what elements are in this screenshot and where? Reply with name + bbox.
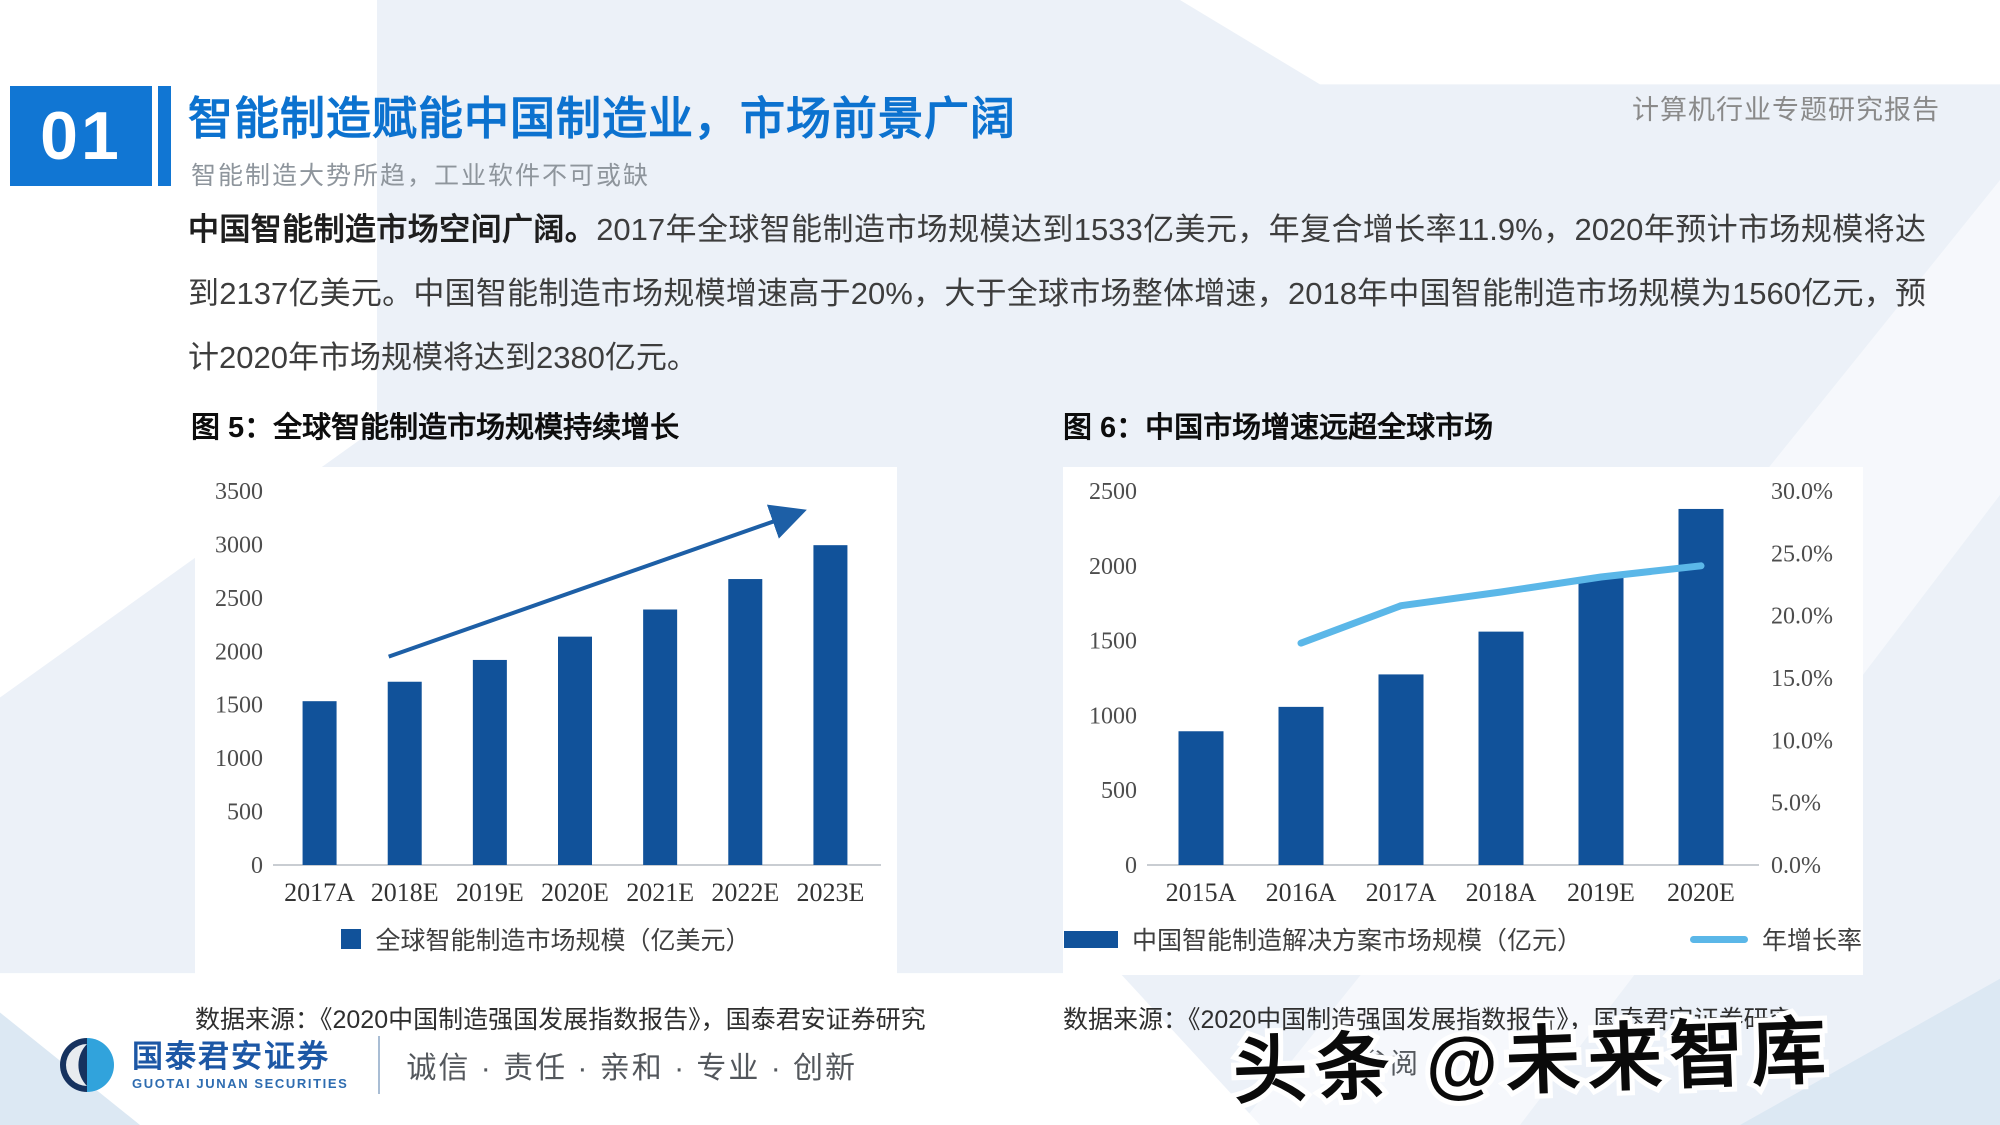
figure5-title: 图 5：全球智能制造市场规模持续增长	[191, 412, 680, 444]
legend-label: 全球智能制造市场规模（亿美元）	[375, 928, 751, 955]
figure6-panel: 0 500 1000 1500 2000 2500 0.0% 5.0% 10.0% 15.0% 20…	[1063, 467, 1863, 975]
brand-name-cn: 国泰君安证券	[132, 1038, 330, 1074]
legend-bar-swatch	[341, 929, 362, 949]
svg-text:2020E: 2020E	[1667, 878, 1735, 907]
figure5-legend: 全球智能制造市场规模（亿美元）	[195, 921, 897, 957]
svg-text:3500: 3500	[215, 479, 263, 505]
legend-line-label: 年增长率	[1762, 928, 1863, 955]
disclaimer-text: 请参阅	[1330, 1048, 1421, 1079]
svg-text:25.0%: 25.0%	[1771, 541, 1833, 567]
svg-text:1000: 1000	[1089, 703, 1137, 729]
svg-text:10.0%: 10.0%	[1771, 728, 1833, 754]
svg-text:1000: 1000	[215, 746, 263, 772]
svg-text:2023E: 2023E	[796, 878, 864, 907]
legend-line-swatch	[1690, 935, 1748, 943]
svg-text:0.0%: 0.0%	[1771, 853, 1821, 879]
figure5-chart: 0 500 1000 1500 2000 2500 3000 3500 2017A 2018E 20…	[215, 479, 881, 907]
legend-bar-label: 中国智能制造解决方案市场规模（亿元）	[1131, 928, 1582, 955]
figure6-source: 数据来源：《2020中国制造强国发展指数报告》，国泰君安证券研究	[1063, 1006, 1794, 1034]
page-title: 智能制造赋能中国制造业，市场前景广阔	[188, 93, 1017, 144]
svg-text:0: 0	[1125, 853, 1137, 879]
figure6-chart: 0 500 1000 1500 2000 2500 0.0% 5.0% 10.0% 15.0% 20…	[1089, 479, 1833, 907]
watermark: 头条 @未来智库	[1227, 1004, 1840, 1118]
brand-text: 国泰君安证券 GUOTAI JUNAN SECURITIES	[132, 1041, 348, 1090]
figure5-panel: 0 500 1000 1500 2000 2500 3000 3500 2017A 2018E 20…	[195, 467, 897, 975]
figure5-source: 数据来源：《2020中国制造强国发展指数报告》，国泰君安证券研究	[195, 1006, 926, 1034]
svg-text:2022E: 2022E	[711, 878, 779, 907]
brand-logo-icon	[60, 1038, 114, 1092]
svg-text:2500: 2500	[215, 586, 263, 612]
svg-text:15.0%: 15.0%	[1771, 666, 1833, 692]
section-number-badge: 01	[10, 86, 152, 186]
figure6-title: 图 6：中国市场增速远超全球市场	[1063, 412, 1494, 444]
svg-text:2000: 2000	[215, 639, 263, 665]
svg-text:2018E: 2018E	[371, 878, 439, 907]
svg-text:2016A: 2016A	[1266, 878, 1337, 907]
svg-text:2015A: 2015A	[1166, 878, 1237, 907]
section-accent-bar	[158, 86, 171, 186]
brand-tagline: 诚信 · 责任 · 亲和 · 专业 · 创新	[406, 1052, 858, 1085]
svg-text:2000: 2000	[1089, 554, 1137, 580]
svg-text:500: 500	[227, 800, 263, 826]
svg-text:500: 500	[1101, 778, 1137, 804]
svg-text:2019E: 2019E	[1567, 878, 1635, 907]
watermark-text: 头条 @未来智库	[1232, 1009, 1835, 1113]
svg-text:2021E: 2021E	[626, 878, 694, 907]
svg-text:2020E: 2020E	[541, 878, 609, 907]
svg-text:2017A: 2017A	[284, 878, 355, 907]
brand-divider	[378, 1036, 381, 1094]
svg-text:1500: 1500	[215, 693, 263, 719]
brand-name-en: GUOTAI JUNAN SECURITIES	[132, 1075, 349, 1091]
figure6-legend: 中国智能制造解决方案市场规模（亿元） 年增长率	[1063, 921, 1863, 957]
svg-text:1500: 1500	[1089, 629, 1137, 655]
legend-bar-swatch	[1063, 930, 1118, 948]
report-series-label: 计算机行业专题研究报告	[1632, 95, 1940, 125]
svg-text:2017A: 2017A	[1366, 878, 1437, 907]
brand-block: 国泰君安证券 GUOTAI JUNAN SECURITIES 诚信 · 责任 ·…	[58, 1036, 857, 1094]
body-paragraph: 中国智能制造市场空间广阔。2017年全球智能制造市场规模达到1533亿美元，年复…	[188, 198, 1926, 390]
svg-text:2500: 2500	[1089, 479, 1137, 505]
svg-text:0: 0	[251, 853, 263, 879]
svg-text:2018A: 2018A	[1466, 878, 1537, 907]
svg-text:3000: 3000	[215, 532, 263, 558]
body-text: 2017年全球智能制造市场规模达到1533亿美元，年复合增长率11.9%，202…	[188, 212, 1927, 375]
body-lead: 中国智能制造市场空间广阔。	[188, 212, 597, 247]
svg-text:2019E: 2019E	[456, 878, 524, 907]
svg-text:5.0%: 5.0%	[1771, 791, 1821, 817]
page-subtitle: 智能制造大势所趋，工业软件不可或缺	[191, 162, 651, 190]
svg-text:20.0%: 20.0%	[1771, 604, 1833, 630]
svg-text:30.0%: 30.0%	[1771, 479, 1833, 505]
